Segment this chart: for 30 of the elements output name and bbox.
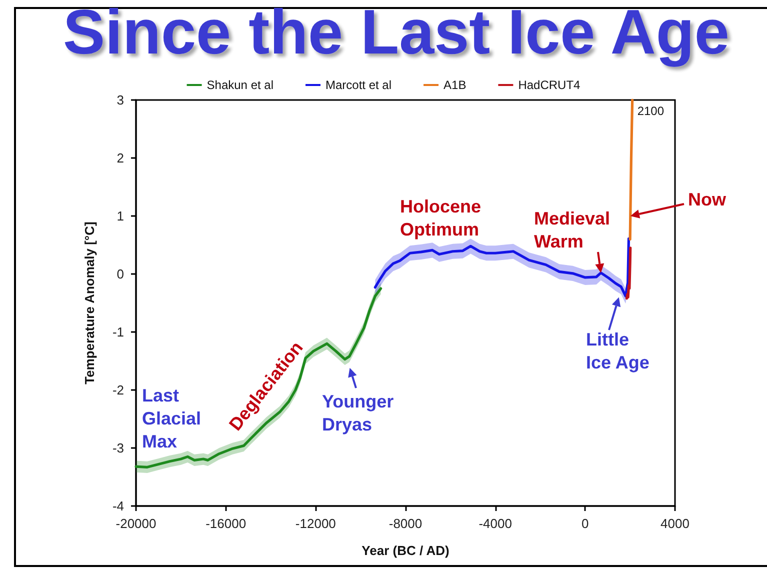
x-tick-label: -12000 (295, 516, 336, 531)
annotation: Now (688, 190, 727, 210)
x-tick-label: -16000 (206, 516, 246, 531)
x-tick-label: 4000 (660, 516, 690, 531)
legend-label: Marcott et al (325, 78, 392, 92)
x-tick-label: 0 (582, 516, 589, 531)
y-tick-label: -4 (112, 498, 124, 514)
y-tick-label: 0 (116, 266, 124, 282)
y-axis-title: Temperature Anomaly [°C] (82, 222, 97, 384)
y-tick-label: 3 (116, 92, 124, 108)
legend-label: Shakun et al (206, 78, 274, 92)
x-tick-label: -8000 (388, 516, 422, 531)
x-axis-title: Year (BC / AD) (362, 543, 450, 558)
annotation: 2100 (637, 104, 664, 118)
y-tick-label: -2 (112, 382, 124, 398)
y-tick-label: -1 (112, 324, 124, 340)
y-tick-label: -3 (112, 440, 124, 456)
y-tick-label: 1 (116, 208, 124, 224)
y-tick-label: 2 (116, 150, 124, 166)
annotation: Little Ice Age (586, 330, 650, 372)
legend-label: HadCRUT4 (518, 78, 581, 92)
x-tick-label: -4000 (478, 516, 512, 531)
chart-title: Since the Last Ice Age (63, 0, 730, 68)
line-series (625, 246, 632, 300)
legend-label: A1B (444, 78, 466, 92)
annotation: Holocene Optimum (400, 196, 486, 240)
annotation: Younger Dryas (322, 392, 399, 434)
x-tick-label: -20000 (116, 516, 156, 531)
annotation: Medieval Warm (534, 208, 616, 252)
annotation: Last Glacial Max (142, 386, 206, 452)
